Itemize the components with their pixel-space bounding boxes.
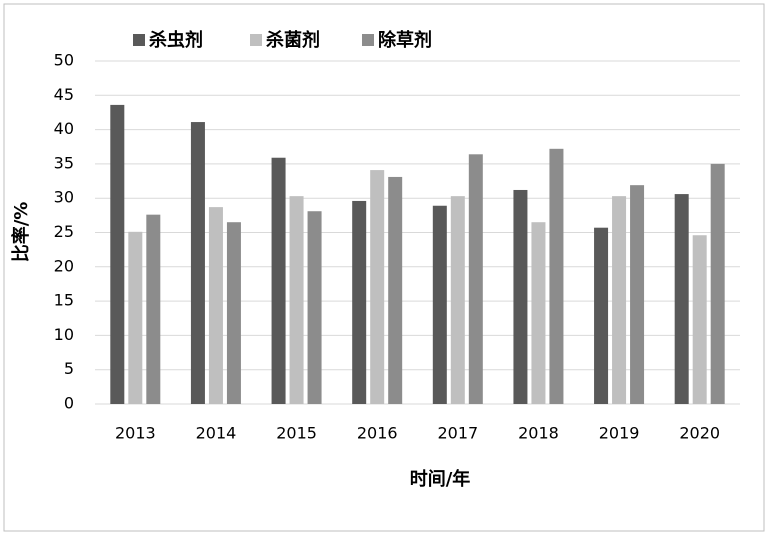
bar [692,235,707,404]
x-tick-label: 2013 [115,424,156,443]
bar [146,214,161,404]
bar [531,222,546,404]
y-axis-label: 比率/% [10,202,32,263]
bar [110,104,125,405]
x-tick-label: 2019 [599,424,640,443]
y-tick-label: 10 [54,325,74,344]
bar [271,157,286,404]
x-tick-label: 2015 [276,424,317,443]
bar [190,122,205,404]
bar [352,200,367,404]
bar [630,185,645,404]
legend-label: 杀虫剂 [149,29,203,51]
bar [549,148,564,404]
legend-swatch [250,34,262,46]
bar [128,231,143,404]
bar [450,196,465,404]
bar [432,205,447,404]
bar [674,194,689,404]
y-tick-label: 35 [54,153,74,172]
x-tick-label: 2017 [437,424,478,443]
bar [710,163,725,404]
bar [289,196,304,404]
y-tick-label: 15 [54,291,74,310]
legend-swatch [362,34,374,46]
x-tick-label: 2018 [518,424,559,443]
bar [208,207,223,404]
legend-swatch [133,34,145,46]
x-tick-label: 2014 [196,424,237,443]
y-tick-label: 50 [54,51,74,70]
y-tick-label: 20 [54,256,74,275]
x-tick-label: 2016 [357,424,398,443]
y-tick-label: 25 [54,222,74,241]
y-tick-label: 5 [64,359,74,378]
bar [388,176,403,404]
y-tick-label: 45 [54,85,74,104]
legend-label: 杀菌剂 [266,29,320,51]
x-axis-label: 时间/年 [410,468,471,490]
bar [594,227,609,404]
y-tick-label: 30 [54,188,74,207]
bar [226,222,241,404]
bar [468,154,483,404]
bar [370,170,385,404]
legend-label: 除草剂 [378,29,432,51]
bar [307,211,322,404]
y-tick-label: 0 [64,394,74,413]
x-tick-label: 2020 [679,424,720,443]
bar [612,196,627,404]
bar [513,189,528,404]
y-tick-label: 40 [54,119,74,138]
